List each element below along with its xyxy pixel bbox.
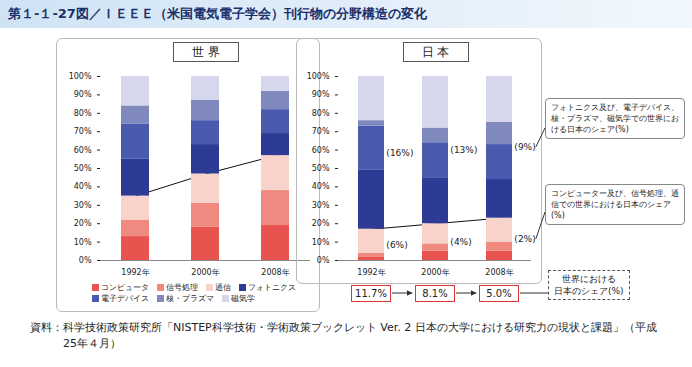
svg-text:20%: 20% — [74, 219, 92, 228]
svg-text:80%: 80% — [74, 109, 92, 118]
html-text:フォトニクス: フォトニクス — [248, 283, 296, 292]
html-text:8.1%: 8.1% — [422, 288, 448, 299]
svg-text:1992年: 1992年 — [121, 268, 149, 277]
svg-text:70%: 70% — [74, 127, 92, 136]
html-text:通信: 通信 — [215, 283, 231, 292]
html-text:信号処理: 信号処理 — [166, 283, 198, 292]
html-text:第１-１-27図／ＩＥＥＥ（米国電気電子学会）刊行物の分野構: 第１-１-27図／ＩＥＥＥ（米国電気電子学会）刊行物の分野構造の変化 — [8, 6, 427, 21]
svg-text:(4%)4: (4%)4 — [450, 237, 471, 247]
html-text:5.0%: 5.0% — [486, 288, 512, 299]
html-text:電子デバイス: 電子デバイス — [101, 294, 149, 303]
svg-text:60%: 60% — [312, 146, 330, 155]
html-text:フォトニクス及び、電子デバイス、核・プラズマ、磁気学での世界: フォトニクス及び、電子デバイス、核・プラズマ、磁気学での世界における日本のシェア… — [551, 103, 679, 134]
svg-text:60%: 60% — [74, 146, 92, 155]
html-text:核・プラズマ: 核・プラズマ — [166, 294, 214, 303]
svg-text:50%: 50% — [312, 164, 330, 173]
svg-text:0%: 0% — [79, 256, 92, 265]
svg-text:(16%)16: (16%)16 — [386, 148, 413, 158]
svg-text:2008年: 2008年 — [485, 268, 513, 277]
html-text:世 界: 世 界 — [192, 45, 220, 59]
html-text:コンピューター及び、信号処理、通信での世界における日本のシェ: コンピューター及び、信号処理、通信での世界における日本のシェア(%) — [551, 189, 679, 220]
svg-text:2000年: 2000年 — [421, 268, 449, 277]
svg-text:80%: 80% — [312, 109, 330, 118]
svg-text:90%: 90% — [74, 90, 92, 99]
svg-text:40%: 40% — [312, 182, 330, 191]
html-text:日 本: 日 本 — [421, 45, 450, 59]
svg-text:50%: 50% — [74, 164, 92, 173]
svg-text:40%: 40% — [74, 182, 92, 191]
svg-text:20%: 20% — [312, 219, 330, 228]
html-text:資料：科学技術政策研究所「NISTEP科学技術・学術政策ブッ: 資料：科学技術政策研究所「NISTEP科学技術・学術政策ブックレット Ver. … — [30, 321, 657, 350]
svg-text:90%: 90% — [312, 90, 330, 99]
svg-text:(6%)6: (6%)6 — [386, 240, 407, 250]
svg-text:30%: 30% — [74, 201, 92, 210]
svg-text:2000年: 2000年 — [191, 268, 219, 277]
svg-text:0%: 0% — [317, 256, 330, 265]
svg-text:100%: 100% — [69, 72, 92, 81]
svg-text:2008年: 2008年 — [261, 268, 289, 277]
svg-text:1992年: 1992年 — [357, 268, 385, 277]
html-text:磁気学: 磁気学 — [231, 294, 255, 303]
svg-text:70%: 70% — [312, 127, 330, 136]
svg-text:(13%)13: (13%)13 — [450, 145, 477, 155]
svg-text:100%: 100% — [307, 72, 330, 81]
html-text:コンピュータ: コンピュータ — [101, 283, 149, 292]
svg-text:10%: 10% — [312, 238, 330, 247]
html-text:11.7%: 11.7% — [355, 288, 387, 299]
svg-text:(2%)2: (2%)2 — [514, 234, 535, 244]
svg-text:10%: 10% — [74, 238, 92, 247]
html-text:世界における 日本のシェア(%): 世界における 日本のシェア(%) — [554, 274, 624, 296]
svg-text:(9%)9: (9%)9 — [514, 142, 535, 152]
svg-text:30%: 30% — [312, 201, 330, 210]
